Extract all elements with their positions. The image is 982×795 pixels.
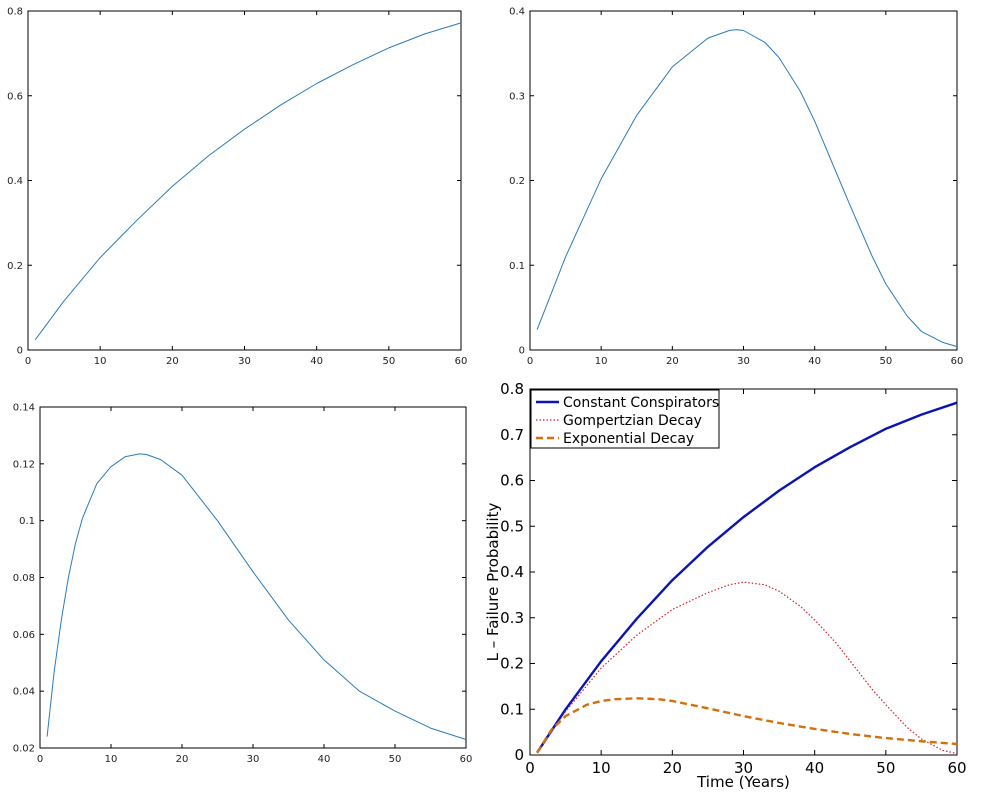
x-tick-label: 0 — [525, 759, 535, 777]
x-tick-label: 0 — [37, 754, 43, 765]
y-axis-label: L – Failure Probability — [484, 502, 502, 661]
x-axis-label: Time (Years) — [696, 773, 790, 791]
x-tick-label: 50 — [382, 356, 395, 367]
plot-frame — [529, 10, 958, 351]
y-tick-label: 0.02 — [13, 744, 35, 755]
y-tick-label: 0.08 — [13, 573, 35, 584]
x-tick-label: 10 — [595, 356, 608, 367]
x-tick-label: 40 — [805, 759, 824, 777]
legend: Constant Conspirators Gompertzian Decay Ex… — [530, 389, 720, 449]
x-tick-label: 40 — [318, 754, 331, 765]
y-tick-label: 0.4 — [7, 176, 23, 187]
x-tick-label: 50 — [879, 356, 892, 367]
x-tick-label: 0 — [527, 356, 533, 367]
x-tick-label: 20 — [663, 759, 682, 777]
y-tick-label: 0.1 — [509, 261, 525, 272]
x-tick-label: 60 — [947, 759, 966, 777]
chart-top-right: 0 10 20 30 40 50 60 0 0.1 0.2 0.3 0.4 — [509, 7, 963, 368]
y-tick-label: 0 — [519, 346, 525, 357]
y-tick-label: 0.04 — [13, 687, 35, 698]
chart-top-left: 0 10 20 30 40 50 60 0 0.2 0.4 0.6 0.8 — [7, 7, 467, 368]
plot-frame — [39, 406, 467, 749]
y-tick-label: 0.1 — [500, 700, 524, 718]
x-tick-label: 0 — [25, 356, 31, 367]
x-tick-label: 20 — [166, 356, 179, 367]
legend-label-gompertzian-decay: Gompertzian Decay — [563, 413, 702, 429]
y-tick-label: 0.4 — [500, 563, 524, 581]
series-line-constant-conspirators — [536, 401, 958, 754]
x-tick-label: 50 — [389, 754, 402, 765]
y-tick-label: 0.8 — [500, 380, 524, 398]
x-tick-label: 60 — [460, 754, 473, 765]
series-line-constant-conspirators — [34, 22, 462, 341]
y-tick-label: 0.8 — [7, 7, 23, 18]
x-tick-label: 30 — [238, 356, 251, 367]
x-tick-label: 10 — [105, 754, 118, 765]
legend-box — [530, 389, 720, 449]
x-tick-label: 40 — [310, 356, 323, 367]
x-tick-label: 10 — [94, 356, 107, 367]
chart-bottom-left: 0 10 20 30 40 50 60 0.02 0.04 0.06 0.08 0.1 0.12 0.14 — [13, 403, 473, 766]
x-tick-label: 30 — [737, 356, 750, 367]
y-tick-label: 0.12 — [13, 459, 35, 470]
x-tick-label: 40 — [808, 356, 821, 367]
y-tick-label: 0.6 — [500, 472, 524, 490]
x-tick-label: 60 — [951, 356, 964, 367]
series-line-exponential-decay — [536, 697, 958, 754]
y-tick-label: 0.1 — [19, 516, 35, 527]
y-tick-label: 0.06 — [13, 630, 35, 641]
x-tick-label: 50 — [876, 759, 895, 777]
y-tick-label: 0 — [514, 746, 524, 764]
y-tick-label: 0.4 — [509, 7, 525, 18]
y-tick-label: 0.2 — [500, 655, 524, 673]
x-tick-label: 10 — [592, 759, 611, 777]
x-tick-label: 30 — [247, 754, 260, 765]
legend-label-exponential-decay: Exponential Decay — [563, 431, 694, 447]
y-tick-label: 0.6 — [7, 91, 23, 102]
legend-label-constant-conspirators: Constant Conspirators — [563, 395, 719, 411]
y-tick-label: 0.2 — [509, 176, 525, 187]
plot-frame — [27, 10, 462, 351]
y-tick-label: 0.2 — [7, 261, 23, 272]
y-tick-label: 0.14 — [13, 403, 35, 414]
x-tick-label: 20 — [176, 754, 189, 765]
x-tick-label: 60 — [455, 356, 468, 367]
series-line-gompertzian-decay — [536, 581, 958, 755]
y-tick-label: 0.3 — [509, 91, 525, 102]
series-line-gompertzian-decay — [536, 29, 958, 348]
x-tick-label: 30 — [734, 759, 753, 777]
y-tick-label: 0.3 — [500, 609, 524, 627]
y-tick-label: 0.7 — [500, 426, 524, 444]
y-tick-label: 0.5 — [500, 517, 524, 535]
x-tick-label: 20 — [666, 356, 679, 367]
chart-bottom-right: 0 10 20 30 40 50 60 0 0.1 0.2 0.3 0.4 0.5 0.6 0.7 0.8 L … — [484, 380, 967, 791]
series-line-exponential-decay — [46, 453, 467, 740]
y-tick-label: 0 — [17, 346, 23, 357]
